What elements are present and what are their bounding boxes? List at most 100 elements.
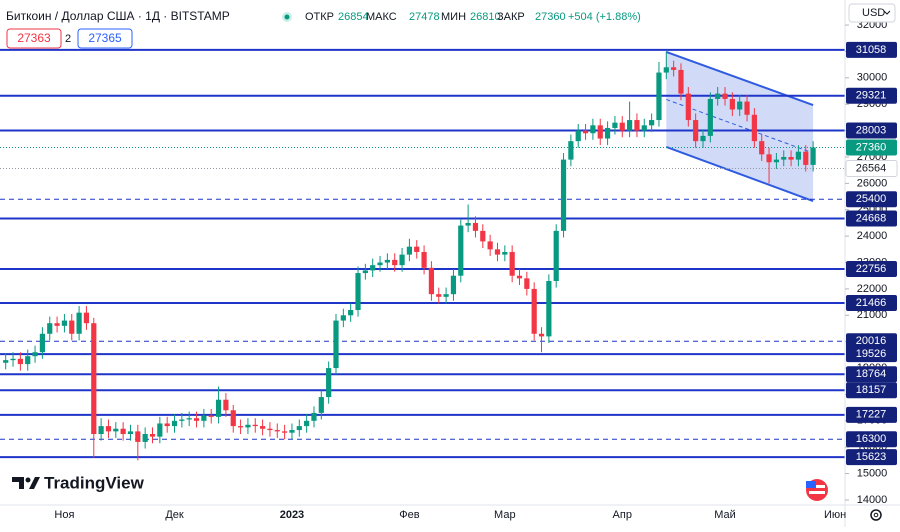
- level-label-bg: [846, 382, 897, 399]
- candle-body: [604, 127, 611, 139]
- flag-icon: [809, 485, 825, 488]
- buy-price[interactable]: 27365: [88, 31, 122, 45]
- y-tick-label: 21000: [857, 309, 888, 321]
- candle-body: [656, 72, 662, 121]
- symbol-title: Биткоин / Доллар США · 1Д · BITSTAMP: [6, 9, 230, 23]
- level-label: 22756: [856, 263, 887, 275]
- candle-body: [737, 101, 743, 110]
- price-label: 27360: [856, 141, 887, 153]
- candle-body: [164, 423, 170, 427]
- candle-body: [634, 120, 640, 131]
- candle-body: [171, 420, 178, 427]
- y-tick-label: 26000: [857, 177, 888, 189]
- candle-body: [267, 428, 273, 431]
- ohlc-value: 27360: [535, 11, 566, 23]
- candle-body: [722, 93, 728, 99]
- candle-body: [32, 352, 38, 357]
- candle-body: [157, 423, 163, 437]
- candle-body: [487, 241, 493, 250]
- logo-mark: [12, 477, 24, 489]
- level-labels: 27360 26564 31058 29321 28003 25400 24668 22756…: [845, 41, 898, 466]
- candle-body: [113, 428, 119, 432]
- settings-icon[interactable]: [873, 512, 879, 518]
- x-tick-label: Июн: [824, 509, 846, 521]
- price-label-bg: [846, 139, 897, 156]
- candle-body: [641, 125, 647, 131]
- candle-body: [436, 294, 442, 297]
- level-label: 18157: [856, 384, 887, 396]
- candle-body: [333, 320, 339, 369]
- candle-body: [421, 251, 427, 268]
- candle-body: [546, 280, 552, 337]
- buy-button[interactable]: [77, 28, 133, 49]
- candle-body: [649, 120, 655, 126]
- candle-body: [795, 151, 802, 160]
- candle-body: [61, 320, 68, 326]
- price-label-bg: [845, 159, 898, 177]
- candle-body: [627, 120, 633, 131]
- candle-body: [443, 294, 449, 297]
- candle-body: [282, 431, 288, 433]
- level-label-bg: [846, 346, 897, 363]
- level-label: 17227: [856, 409, 887, 421]
- candle-body: [428, 267, 435, 295]
- candle-body: [472, 222, 479, 231]
- candle-body: [318, 397, 324, 413]
- level-label: 25400: [856, 193, 887, 205]
- candle-body: [98, 426, 104, 435]
- candle-body: [560, 159, 567, 231]
- candle-body: [230, 410, 236, 427]
- settings-icon[interactable]: [870, 509, 882, 521]
- candle-body: [274, 430, 280, 432]
- candle-body: [414, 246, 420, 252]
- flag-icon[interactable]: [806, 479, 828, 501]
- candle-body: [39, 333, 45, 353]
- candle-body: [406, 246, 412, 255]
- candle-body: [260, 426, 266, 429]
- level-label: 20016: [856, 335, 887, 347]
- candle-body: [788, 156, 794, 160]
- candle-body: [465, 222, 471, 226]
- candle-body: [149, 434, 156, 437]
- x-tick-label: Ноя: [54, 509, 74, 521]
- candle-body: [377, 262, 383, 266]
- candle-body: [531, 288, 537, 334]
- candle-body: [252, 424, 258, 427]
- candle-body: [810, 147, 816, 165]
- status-dot: [284, 14, 290, 20]
- sell-button[interactable]: [6, 28, 62, 49]
- candle-body: [619, 122, 625, 131]
- candle-body: [450, 275, 457, 295]
- candle-body: [553, 230, 559, 281]
- ohlc-value: 27478: [409, 11, 440, 23]
- candle-body: [729, 98, 735, 110]
- x-tick-label: Апр: [613, 509, 632, 521]
- y-tick-label: 30000: [857, 72, 888, 84]
- level-label-bg: [846, 431, 897, 448]
- level-label-bg: [846, 122, 897, 139]
- candle-body: [678, 69, 684, 94]
- ohlc-label: ОТКР: [305, 11, 334, 23]
- candle-body: [590, 125, 596, 134]
- candle-body: [193, 418, 200, 421]
- candle-body: [715, 93, 721, 99]
- level-label: 24668: [856, 212, 887, 224]
- currency[interactable]: USD: [862, 7, 885, 19]
- logo-mark: [29, 477, 40, 489]
- level-label: 18764: [856, 368, 887, 380]
- candle-body: [76, 312, 82, 334]
- level-label-bg: [846, 449, 897, 466]
- currency-button[interactable]: [848, 3, 896, 23]
- candle-body: [237, 426, 244, 428]
- candle-body: [296, 426, 302, 431]
- candle-body: [781, 156, 787, 160]
- level-label-bg: [846, 41, 897, 58]
- candle-body: [105, 426, 112, 432]
- candle-body: [693, 120, 699, 142]
- header-bg: [0, 5, 690, 27]
- candle-body: [399, 254, 405, 266]
- sell-price[interactable]: 27363: [17, 31, 51, 45]
- candle-body: [348, 310, 354, 316]
- level-label-bg: [846, 366, 897, 383]
